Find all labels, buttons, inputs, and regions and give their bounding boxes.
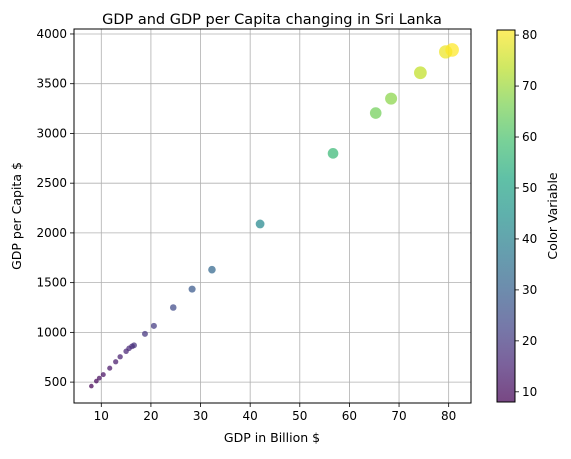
- colorbar: 10 20 30 40 50 60 70 80 Color Variable: [497, 28, 560, 402]
- y-tick-label: 3000: [36, 126, 67, 140]
- data-point: [151, 323, 157, 329]
- data-point: [370, 107, 382, 119]
- y-axis-label: GDP per Capita $: [9, 162, 24, 270]
- y-tick-label: 2500: [36, 176, 67, 190]
- x-tick-label: 30: [193, 409, 208, 423]
- x-tick-label: 40: [243, 409, 258, 423]
- x-axis-ticks: 10 20 30 40 50 60 70 80: [94, 403, 457, 423]
- x-tick-label: 10: [94, 409, 109, 423]
- data-point: [208, 266, 216, 274]
- y-tick-label: 1000: [36, 325, 67, 339]
- data-point: [142, 331, 148, 337]
- data-point: [445, 43, 459, 57]
- data-point: [256, 220, 265, 229]
- y-axis-ticks: 500 1000 1500 2000 2500 3000 3500 4000: [36, 27, 74, 389]
- colorbar-ticks: 10 20 30 40 50 60 70 80: [515, 28, 537, 399]
- colorbar-tick-label: 10: [522, 385, 537, 399]
- x-tick-label: 80: [441, 409, 456, 423]
- colorbar-tick-label: 20: [522, 334, 537, 348]
- y-tick-label: 3500: [36, 77, 67, 91]
- y-tick-label: 2000: [36, 226, 67, 240]
- colorbar-tick-label: 40: [522, 232, 537, 246]
- x-tick-label: 20: [143, 409, 158, 423]
- data-point: [170, 304, 177, 311]
- x-axis-label: GDP in Billion $: [224, 430, 320, 445]
- data-point: [97, 376, 102, 381]
- colorbar-label: Color Variable: [545, 172, 560, 260]
- y-tick-label: 500: [44, 375, 67, 389]
- colorbar-tick-label: 30: [522, 283, 537, 297]
- data-point: [101, 372, 106, 377]
- y-tick-label: 4000: [36, 27, 67, 41]
- data-point: [385, 93, 397, 105]
- data-points: [89, 43, 459, 388]
- data-point: [89, 384, 94, 389]
- data-point: [131, 342, 137, 348]
- colorbar-tick-label: 80: [522, 28, 537, 42]
- data-point: [414, 66, 427, 79]
- data-point: [189, 286, 196, 293]
- x-tick-label: 70: [391, 409, 406, 423]
- colorbar-tick-label: 70: [522, 79, 537, 93]
- colorbar-tick-label: 60: [522, 130, 537, 144]
- chart-title: GDP and GDP per Capita changing in Sri L…: [102, 12, 442, 28]
- data-point: [117, 354, 122, 359]
- data-point: [107, 366, 112, 371]
- colorbar-gradient: [497, 30, 515, 402]
- y-tick-label: 1500: [36, 276, 67, 290]
- data-point: [113, 359, 118, 364]
- colorbar-tick-label: 50: [522, 181, 537, 195]
- data-point: [328, 148, 339, 159]
- x-tick-label: 60: [342, 409, 357, 423]
- x-tick-label: 50: [292, 409, 307, 423]
